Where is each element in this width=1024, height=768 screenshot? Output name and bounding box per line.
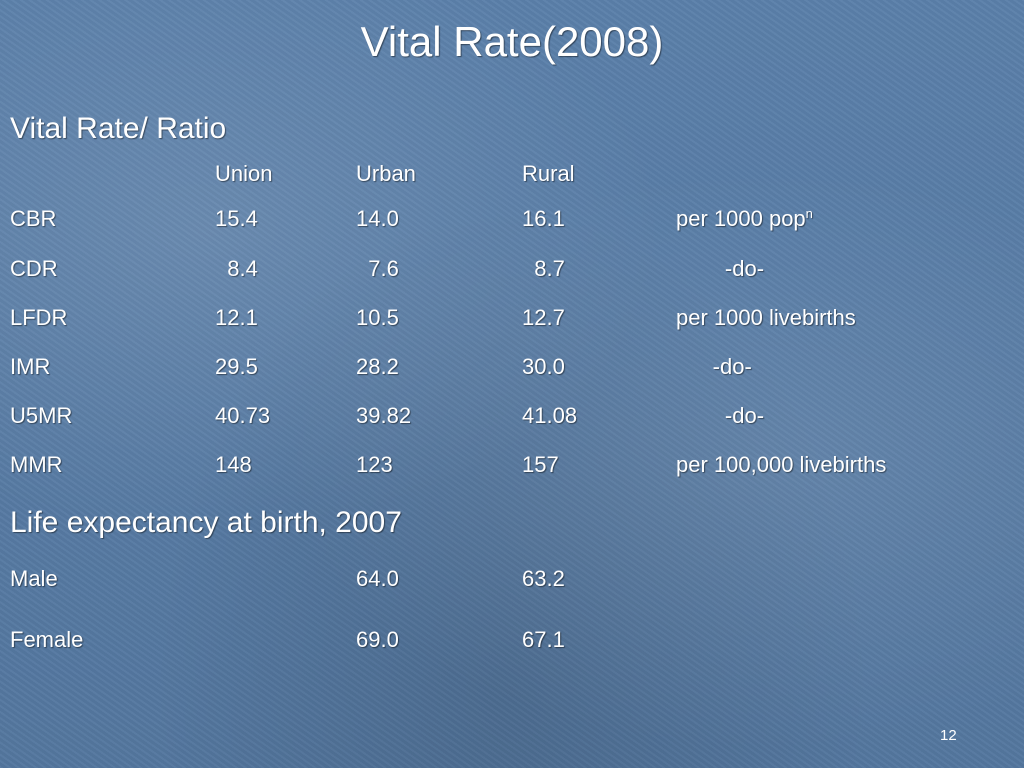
unit-main: per 1000 pop [676, 206, 806, 231]
row-label: CBR [10, 206, 57, 231]
rural-value: 12.7 [522, 305, 565, 330]
union-value: 12.1 [215, 305, 258, 330]
unit-text: per 1000 livebirths [676, 305, 856, 330]
unit-text: -do- [676, 256, 765, 281]
row-label: Male [10, 566, 58, 591]
row-label: LFDR [10, 305, 68, 330]
row-label: CDR [10, 256, 58, 281]
rural-value: 30.0 [522, 354, 565, 379]
union-value: 148 [215, 452, 252, 477]
urban-value: 64.0 [356, 566, 399, 591]
rural-value: 16.1 [522, 206, 565, 231]
rural-value: 67.1 [522, 627, 565, 652]
unit-text: per 1000 popn [676, 205, 813, 233]
section-heading-vital-rate: Vital Rate/ Ratio [10, 112, 227, 145]
column-header-rural: Rural [522, 161, 575, 186]
section-heading-life-expectancy: Life expectancy at birth, 2007 [10, 506, 402, 539]
unit-text: -do- [676, 403, 765, 428]
rural-value: 8.7 [522, 256, 565, 281]
urban-value: 7.6 [356, 256, 399, 281]
row-label: Female [10, 627, 84, 652]
unit-text: -do- [676, 354, 752, 379]
column-header-urban: Urban [356, 161, 416, 186]
urban-value: 39.82 [356, 403, 412, 428]
urban-value: 28.2 [356, 354, 399, 379]
union-value: 15.4 [215, 206, 258, 231]
row-label: IMR [10, 354, 51, 379]
unit-superscript: n [805, 206, 813, 221]
rural-value: 157 [522, 452, 559, 477]
urban-value: 69.0 [356, 627, 399, 652]
urban-value: 10.5 [356, 305, 399, 330]
column-header-union: Union [215, 161, 273, 186]
page-number: 12 [940, 727, 957, 744]
union-value: 40.73 [215, 403, 271, 428]
slide-title: Vital Rate(2008) [360, 18, 664, 65]
urban-value: 14.0 [356, 206, 399, 231]
union-value: 8.4 [215, 256, 258, 281]
rural-value: 41.08 [522, 403, 578, 428]
row-label: U5MR [10, 403, 73, 428]
row-label: MMR [10, 452, 63, 477]
urban-value: 123 [356, 452, 393, 477]
union-value: 29.5 [215, 354, 258, 379]
unit-text: per 100,000 livebirths [676, 452, 887, 477]
rural-value: 63.2 [522, 566, 565, 591]
